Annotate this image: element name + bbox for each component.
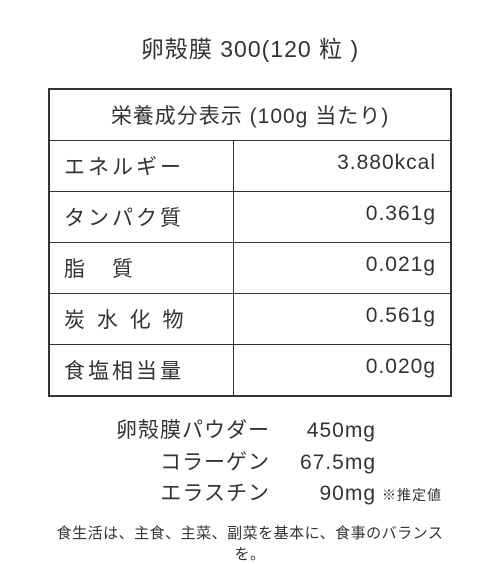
nutrient-value: 0.361g <box>234 192 450 242</box>
nutrient-value: 0.020g <box>234 345 450 395</box>
ingredient-value: 67.5mg <box>276 447 376 479</box>
table-row: エネルギー 3.880kcal <box>50 141 450 192</box>
nutrient-label: タンパク質 <box>50 192 234 242</box>
ingredient-note: ※推定値 <box>382 485 442 506</box>
table-row: 炭 水 化 物 0.561g <box>50 294 450 345</box>
nutrition-table: 栄養成分表示 (100g 当たり) エネルギー 3.880kcal タンパク質 … <box>48 88 452 397</box>
footer-note: 食生活は、主食、主菜、副菜を基本に、食事のバランスを。 <box>48 522 452 564</box>
table-row: タンパク質 0.361g <box>50 192 450 243</box>
nutrient-value: 0.021g <box>234 243 450 293</box>
ingredients-list: 卵殻膜パウダー 450mg コラーゲン 67.5mg エラスチン 90mg ※推… <box>110 415 442 510</box>
nutrient-label: エネルギー <box>50 141 234 191</box>
nutrient-label: 食塩相当量 <box>50 345 234 395</box>
ingredient-row: 卵殻膜パウダー 450mg <box>110 415 442 447</box>
table-row: 脂 質 0.021g <box>50 243 450 294</box>
ingredient-row: エラスチン 90mg ※推定値 <box>110 478 442 510</box>
table-row: 食塩相当量 0.020g <box>50 345 450 395</box>
ingredient-label: 卵殻膜パウダー <box>110 415 270 447</box>
nutrient-value: 0.561g <box>234 294 450 344</box>
product-title: 卵殻膜 300(120 粒 ) <box>48 30 452 64</box>
ingredient-value: 450mg <box>276 415 376 447</box>
nutrient-value: 3.880kcal <box>234 141 450 191</box>
ingredient-row: コラーゲン 67.5mg <box>110 447 442 479</box>
table-header: 栄養成分表示 (100g 当たり) <box>50 90 450 141</box>
ingredient-label: エラスチン <box>110 478 270 510</box>
ingredient-label: コラーゲン <box>110 447 270 479</box>
nutrient-label: 炭 水 化 物 <box>50 294 234 344</box>
ingredient-value: 90mg <box>276 478 376 510</box>
nutrient-label: 脂 質 <box>50 243 234 293</box>
